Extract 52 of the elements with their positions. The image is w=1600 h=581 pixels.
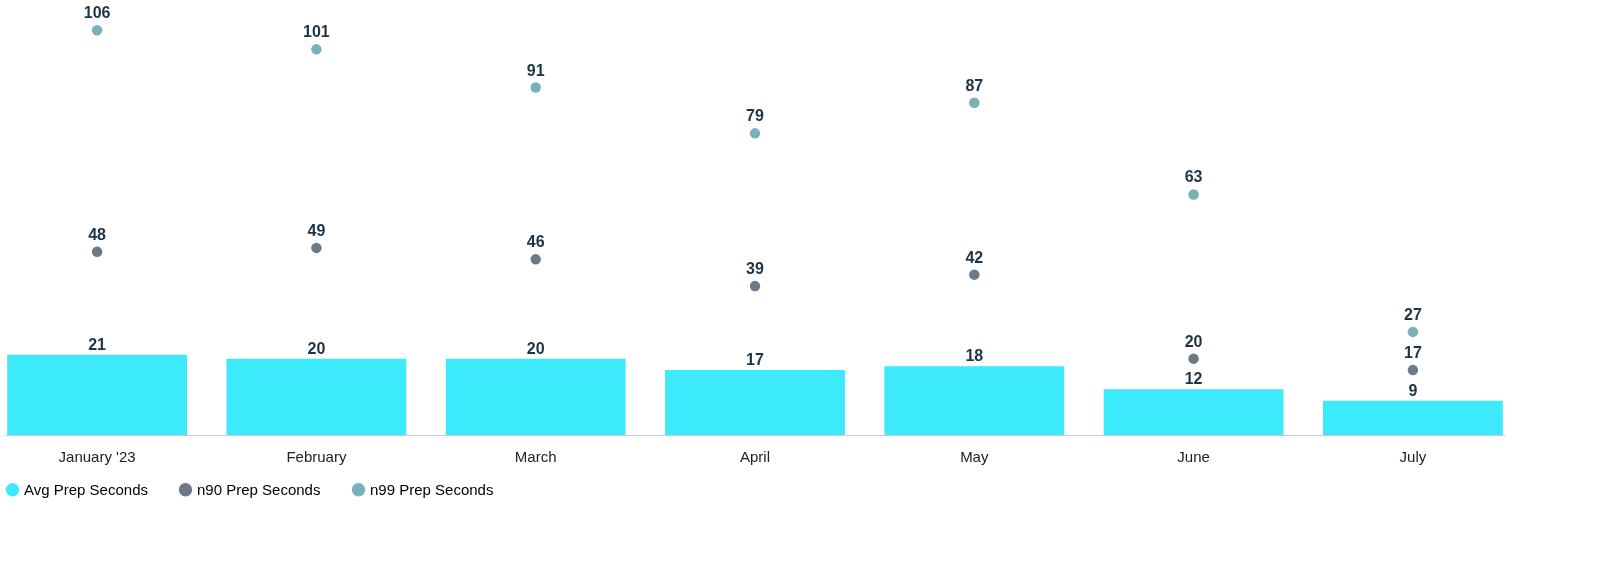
point (749, 128, 761, 139)
data-label: 9 (1408, 381, 1418, 399)
legend-label: Avg Prep Seconds (24, 480, 148, 498)
x-tick-label: January '23 (58, 447, 136, 465)
data-label: 91 (526, 61, 545, 79)
data-label: 46 (526, 233, 545, 251)
x-tick-label: February (286, 447, 347, 465)
data-label: 27 (1404, 305, 1422, 323)
data-label: 48 (88, 225, 107, 243)
point (311, 44, 322, 55)
data-label: 79 (746, 107, 764, 125)
data-label: 17 (1404, 344, 1422, 362)
data-label: 18 (965, 347, 984, 365)
legend-label: n90 Prep Seconds (197, 480, 321, 498)
bar (7, 354, 188, 435)
bar (1322, 400, 1503, 435)
data-label: 20 (307, 339, 326, 357)
bar (226, 358, 407, 435)
x-tick-label: May (960, 447, 989, 465)
data-label: 63 (1184, 168, 1203, 186)
point (969, 97, 980, 109)
x-tick-label: April (739, 447, 771, 465)
x-tick-label: March (514, 447, 557, 465)
data-label: 21 (88, 335, 107, 353)
point (1407, 326, 1419, 338)
legend-label: n99 Prep Seconds (370, 480, 494, 498)
data-label: 12 (1184, 370, 1203, 388)
point (91, 25, 103, 36)
point (311, 242, 322, 254)
data-label: 20 (1184, 332, 1203, 350)
bar (884, 366, 1065, 435)
data-label: 17 (746, 351, 764, 369)
x-tick-label: July (1399, 447, 1427, 465)
point (530, 82, 541, 93)
point (530, 254, 541, 265)
point (1407, 364, 1419, 376)
data-label: 20 (526, 339, 545, 357)
bar (1103, 389, 1284, 435)
data-label: 49 (307, 221, 326, 239)
data-label: 101 (303, 23, 330, 41)
point (749, 280, 761, 292)
bar (445, 358, 626, 435)
point (969, 269, 980, 280)
point (1188, 353, 1199, 364)
data-label: 42 (965, 248, 984, 266)
point (1188, 189, 1199, 200)
bar (665, 370, 845, 435)
x-tick-label: June (1177, 447, 1210, 465)
data-label: 87 (965, 76, 984, 94)
point (91, 246, 103, 257)
data-label: 39 (746, 260, 764, 278)
data-label: 106 (83, 4, 111, 22)
